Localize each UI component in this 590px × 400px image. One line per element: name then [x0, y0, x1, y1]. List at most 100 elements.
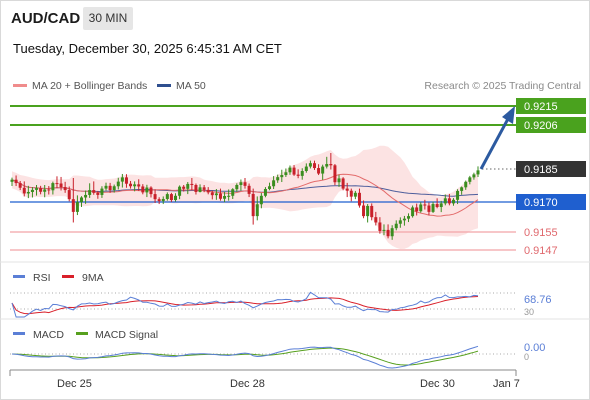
x-axis-label: Dec 25: [57, 378, 92, 390]
candle-body: [75, 202, 79, 212]
candle-body: [63, 187, 67, 191]
candle-body: [263, 189, 267, 196]
projection-arrow: [479, 106, 515, 170]
candle-body: [116, 181, 120, 187]
macd-zero-tick: 0: [524, 352, 529, 362]
candle-body: [370, 205, 374, 218]
legend-ma-bollinger: MA 20 + Bollinger Bands: [13, 80, 147, 92]
instrument-title: AUD/CAD: [11, 10, 81, 27]
candle-body: [165, 194, 169, 199]
candle-body: [149, 187, 153, 195]
candle-body: [243, 182, 247, 186]
rsi-legend: RSI 9MA: [13, 272, 104, 284]
x-axis-label: Dec 30: [420, 378, 455, 390]
candle-body: [268, 186, 272, 190]
rsi-value: 68.76: [524, 294, 552, 306]
candle-body: [333, 165, 337, 183]
timeframe-badge[interactable]: 30 MIN: [83, 7, 133, 30]
candle-body: [390, 228, 394, 237]
candle-body: [71, 199, 75, 212]
candle-body: [255, 204, 259, 217]
ma-bollinger-swatch: [13, 83, 27, 87]
candle-body: [366, 205, 370, 217]
candle-body: [439, 203, 443, 208]
candle-body: [198, 187, 202, 192]
candle-body: [308, 163, 312, 167]
candle-body: [235, 184, 239, 190]
candle-body: [141, 186, 145, 193]
candle-body: [108, 185, 112, 191]
candle-body: [100, 188, 104, 195]
candle-body: [223, 196, 227, 199]
candle-body: [30, 189, 34, 192]
candle-body: [186, 183, 190, 189]
candle-body: [472, 174, 476, 178]
candle-body: [124, 177, 128, 184]
candle-body: [104, 185, 108, 189]
candle-body: [218, 193, 222, 199]
candle-body: [407, 216, 411, 219]
candle-body: [321, 166, 325, 174]
price-label-text: 0.9206: [524, 120, 558, 132]
candle-body: [280, 175, 284, 178]
macd-signal-line: [11, 347, 479, 366]
price-label-last: 0.9185: [516, 161, 586, 177]
candle-body: [194, 184, 198, 192]
research-credit: Research © 2025 Trading Central: [424, 80, 581, 92]
macd-value: 0.00: [524, 342, 545, 354]
rsi-ma-line: [11, 296, 479, 315]
candle-body: [43, 189, 47, 192]
candle-body: [378, 222, 382, 231]
legend-ma50: MA 50: [157, 80, 206, 92]
price-label-support-1: 0.9155: [524, 227, 558, 239]
candle-body: [415, 207, 419, 212]
candle-body: [247, 185, 251, 194]
candle-body: [276, 177, 280, 181]
legend-label: MA 50: [176, 80, 206, 92]
legend-label: MA 20 + Bollinger Bands: [32, 80, 148, 92]
rsi-legend-label: RSI: [33, 272, 51, 284]
candle-body: [296, 174, 300, 176]
candle-body: [47, 189, 51, 191]
macd-legend: MACD MACD Signal: [13, 329, 158, 341]
x-axis-label: Jan 7: [493, 378, 520, 390]
bollinger-band-area: [12, 145, 478, 249]
price-label-text: 0.9170: [524, 197, 558, 209]
candle-body: [202, 187, 206, 190]
rsi-line: [11, 291, 479, 318]
price-label-pivot: 0.9170: [516, 194, 586, 210]
candle-body: [35, 188, 39, 190]
price-label-resistance-1: 0.9206: [516, 117, 586, 133]
macd-line: [11, 345, 479, 369]
candle-body: [419, 204, 423, 212]
candle-body: [402, 218, 406, 221]
candle-body: [443, 198, 447, 204]
candle-body: [22, 187, 26, 194]
candle-body: [431, 204, 435, 212]
price-label-text: 0.9185: [524, 164, 558, 176]
rsi-clipped-tick: 30: [524, 307, 534, 317]
candle-body: [435, 204, 439, 208]
candle-body: [18, 183, 22, 188]
candle-body: [292, 167, 296, 175]
candle-body: [341, 178, 345, 189]
candle-body: [190, 183, 194, 185]
candle-body: [312, 163, 316, 169]
candle-body: [129, 183, 133, 187]
candle-body: [133, 184, 137, 187]
candle-body: [210, 192, 214, 196]
price-label-resistance-2: 0.9215: [516, 98, 586, 114]
macd-legend-label: MACD: [33, 329, 64, 341]
candle-body: [251, 193, 255, 217]
candle-body: [325, 164, 329, 167]
candle-body: [447, 198, 451, 204]
candle-body: [88, 190, 92, 195]
candle-body: [468, 177, 472, 182]
candle-body: [178, 186, 182, 196]
candle-body: [362, 205, 366, 217]
x-axis-label: Dec 28: [230, 378, 265, 390]
candle-body: [374, 217, 378, 223]
candle-body: [14, 179, 18, 184]
candle-body: [337, 178, 341, 183]
